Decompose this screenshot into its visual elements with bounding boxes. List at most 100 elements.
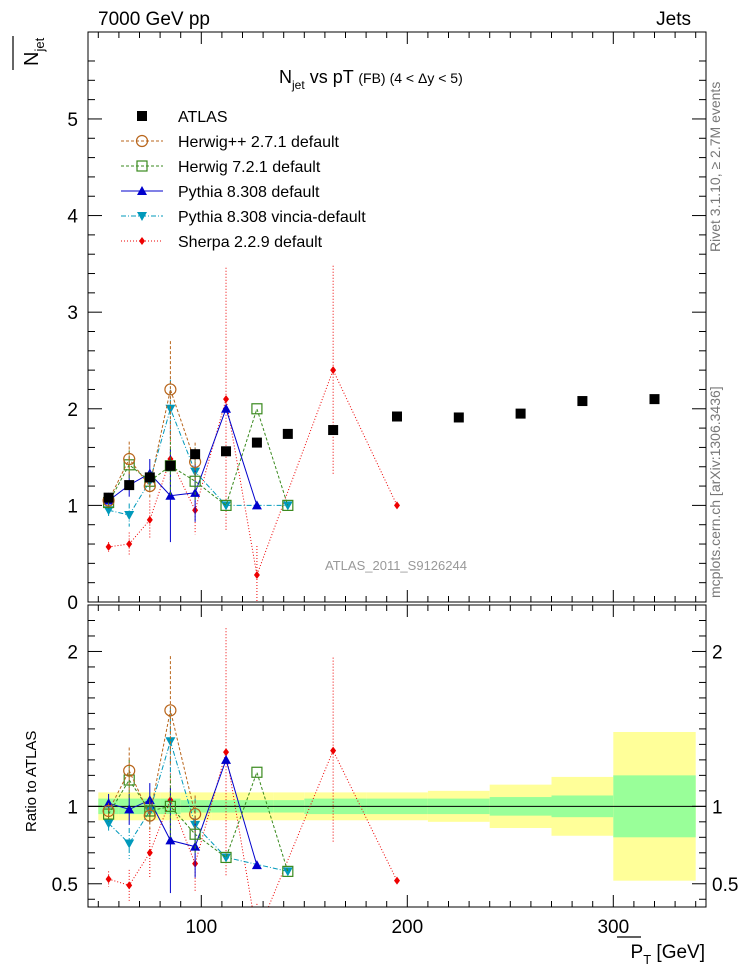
ratio-series-vincia [103,707,293,877]
header-right: Jets [656,9,691,30]
top-point-vincia [103,506,114,516]
ratio-ytick-label-right: 1 [712,797,723,818]
top-line-pythia [108,407,258,506]
top-point-sherpa [330,366,337,375]
top-point-atlas [165,460,176,471]
ratio-point-vincia [221,853,232,863]
top-point-pythia [221,403,232,413]
ratio-point-herwig7 [251,766,263,778]
ratio-point-sherpa [254,931,260,939]
legend-label-atlas: ATLAS [178,109,228,126]
xlabel-unit: [GeV] [651,942,705,963]
mcplots-label: mcplots.cern.ch [arXiv:1306.3436] [707,386,723,598]
top-ytick-label: 5 [67,110,78,131]
top-ytick-label: 3 [67,303,78,324]
legend-marker-herwig7 [136,160,148,172]
top-series-sherpa [105,265,400,602]
ratio-line-sherpa [108,749,398,907]
top-point-sherpa [253,570,260,579]
legend-marker-sherpa [139,237,145,245]
ratio-point-herwigpp [123,764,136,777]
legend-label-herwigpp: Herwig++ 2.7.1 default [178,134,340,151]
ratio-ytick-label-right: 0.5 [712,875,738,896]
top-point-pythia [251,500,262,510]
ratio-point-sherpa [146,848,153,857]
ratio-point-pythia [251,860,262,870]
ratio-point-herwig7 [282,865,294,877]
top-ylabel-sub: jet [32,37,47,52]
mcplots-label-group: mcplots.cern.ch [arXiv:1306.3436] [707,386,723,598]
top-point-atlas [251,437,262,448]
top-point-pythia [165,490,176,500]
top-panel [102,265,660,602]
ratio-point-vincia [282,867,293,877]
top-ylabel: Njet [21,37,47,66]
top-point-atlas [328,425,339,436]
top-point-herwigpp [164,383,177,396]
top-point-sherpa [394,501,400,510]
header-left: 7000 GeV pp [98,9,210,30]
title-main: N [279,67,292,87]
xlabel: PT [GeV] [631,942,706,967]
legend-marker-pythia [137,186,147,195]
top-axes: 0 1 2 3 4 5 [67,32,706,614]
legend-label-vincia: Pythia 8.308 vincia-default [178,209,366,226]
top-point-atlas [124,480,135,491]
legend-label-pythia: Pythia 8.308 default [178,184,320,201]
top-point-atlas [649,394,660,405]
ratio-point-herwig7 [144,805,156,817]
ratio-point-herwigpp [143,809,156,822]
top-line-vincia [108,407,288,516]
ratio-ylabel: Ratio to ATLAS [23,731,40,832]
ratio-point-pythia [221,754,232,764]
legend-marker-herwigpp [135,134,149,148]
ratio-point-herwig7 [220,851,232,864]
top-series-atlas [103,394,660,503]
ratio-point-vincia [103,819,114,829]
ratio-point-sherpa [126,881,133,890]
ratio-point-pythia [103,798,114,808]
rivet-label: Rivet 3.1.10, ≥ 2.7M events [707,82,723,252]
top-point-atlas [453,412,464,423]
top-point-vincia [165,404,176,414]
top-point-vincia [282,501,293,511]
top-point-atlas [103,492,114,503]
top-point-atlas [282,428,293,439]
top-ytick-label: 1 [67,496,78,517]
top-point-herwigpp [123,452,136,466]
top-line-herwig7 [108,407,289,507]
xtick-label: 200 [391,917,423,938]
top-ytick-label: 4 [67,207,78,228]
xtick-label: 100 [185,917,217,938]
top-point-herwig7 [251,403,263,415]
top-point-atlas [221,446,232,457]
svg-text:Njet: Njet [21,37,47,66]
top-point-sherpa [223,395,230,404]
top-ytick-label: 0 [67,593,78,614]
ratio-ytick-label-left: 0.5 [52,875,78,896]
top-ylabel-main: N [21,52,43,66]
top-point-herwig7 [189,475,201,487]
ratio-point-sherpa [330,746,337,755]
ratio-point-herwig7 [164,800,176,812]
top-point-atlas [144,472,155,483]
xlabel-sub: T [643,952,651,967]
ratio-point-sherpa [394,876,400,885]
top-point-atlas [577,396,588,407]
top-frame [87,31,707,603]
legend-marker-vincia [137,212,147,221]
title-fb: (FB) [358,70,385,86]
ratio-ytick-label-left: 1 [67,797,78,818]
ratio-point-vincia [124,839,135,849]
ratio-point-herwigpp [102,804,115,818]
ratio-ytick-label-right: 2 [712,642,723,663]
analysis-watermark: ATLAS_2011_S9126244 [325,558,467,573]
top-point-sherpa [146,515,153,524]
top-point-sherpa [126,540,133,549]
top-point-atlas [515,408,526,419]
title-range: (4 < Δy < 5) [390,70,463,86]
legend: ATLAS Herwig++ 2.7.1 default Herwig 7.2.1 … [121,109,366,251]
rivet-label-group: Rivet 3.1.10, ≥ 2.7M events [707,82,723,252]
ratio-axes: 0.5 0.5 1 1 2 2 100 200 300 [52,604,738,938]
